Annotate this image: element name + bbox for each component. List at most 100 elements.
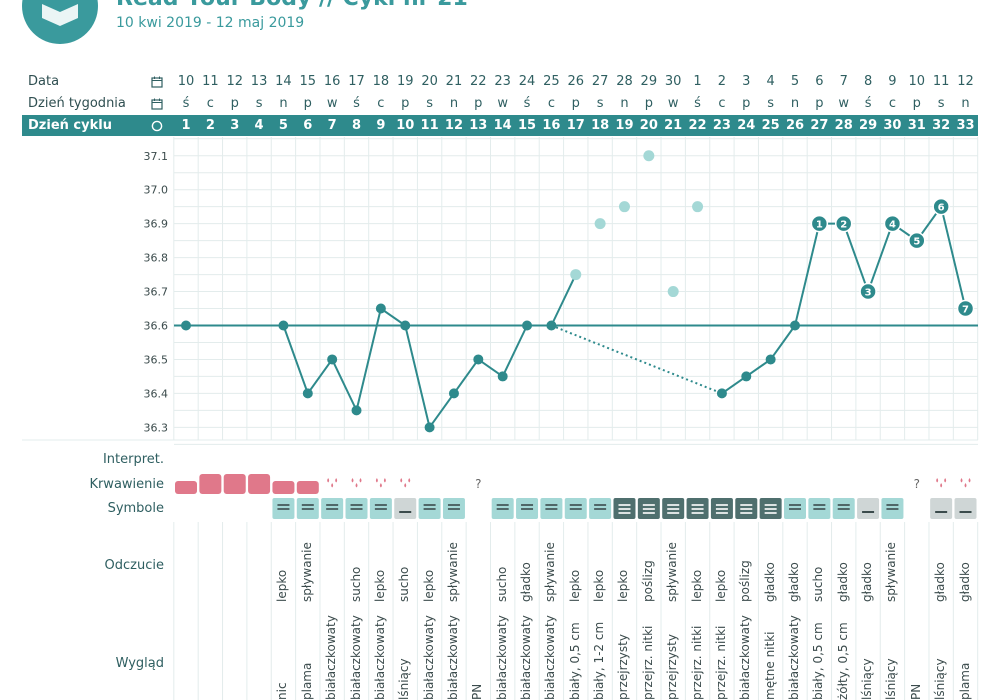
excluded-temperature-point bbox=[643, 150, 655, 162]
cycle-day-cell: 16 bbox=[542, 118, 561, 133]
cycle-day-cell: 9 bbox=[376, 118, 386, 133]
temperature-line bbox=[867, 223, 894, 292]
cycle-day-cell: 25 bbox=[761, 118, 780, 133]
unknown-bleeding-mark: ? bbox=[914, 477, 920, 491]
day-of-week-cell: n bbox=[279, 96, 288, 111]
cycle-day-cell: 12 bbox=[444, 118, 463, 133]
calendar-icon[interactable] bbox=[151, 98, 163, 110]
cycle-day-cell: 11 bbox=[420, 118, 439, 133]
cycle-day-cell: 8 bbox=[351, 118, 362, 133]
date-cell: 12 bbox=[226, 74, 243, 89]
postovulatory-label: 3 bbox=[865, 288, 872, 299]
mucus-symbol bbox=[394, 498, 417, 519]
unknown-bleeding-mark: ? bbox=[475, 477, 481, 491]
spotting-drop-icon bbox=[400, 478, 403, 483]
temperature-point bbox=[546, 320, 557, 331]
spotting-drop-icon bbox=[408, 478, 411, 483]
bleeding-small bbox=[175, 481, 197, 494]
date-cell: 13 bbox=[250, 74, 268, 89]
postovulatory-point bbox=[932, 197, 950, 216]
cycle-day-cell: 30 bbox=[883, 118, 902, 133]
cycle-day-cell: 15 bbox=[517, 118, 537, 133]
row-label-symbols: Symbole bbox=[107, 501, 164, 516]
circle-icon[interactable] bbox=[151, 120, 163, 132]
date-cell: 26 bbox=[567, 74, 585, 89]
temperature-point bbox=[424, 422, 435, 433]
date-cell: 22 bbox=[470, 74, 487, 89]
day-of-week-cell: p bbox=[303, 96, 312, 111]
cycle-day-cell: 1 bbox=[181, 118, 191, 133]
cycle-day-cell: 6 bbox=[303, 118, 313, 133]
day-of-week-cell: p bbox=[401, 96, 410, 111]
date-cell: 10 bbox=[177, 74, 195, 89]
cycle-day-cell: 18 bbox=[591, 118, 610, 133]
temperature-line bbox=[550, 274, 577, 326]
temperature-line bbox=[842, 223, 870, 292]
day-of-week-cell: s bbox=[255, 96, 263, 111]
postovulatory-label: 4 bbox=[889, 220, 896, 231]
spotting-drop-icon bbox=[335, 478, 338, 483]
spotting-drop-icon bbox=[355, 483, 358, 488]
temperature-point bbox=[716, 388, 727, 399]
temperature-point bbox=[741, 371, 752, 382]
bleeding-small bbox=[296, 481, 319, 494]
date-cell: 23 bbox=[494, 74, 511, 89]
temperature-point bbox=[181, 320, 191, 331]
spotting-drop-icon bbox=[379, 483, 382, 488]
cycle-day-cell: 24 bbox=[737, 118, 756, 133]
cycle-day-cell: 5 bbox=[278, 118, 288, 133]
calendar-icon[interactable] bbox=[151, 76, 163, 88]
spotting-drop-icon bbox=[375, 478, 378, 483]
date-cell: 24 bbox=[518, 74, 536, 89]
book-heart-icon bbox=[22, 0, 98, 44]
date-cell: 2 bbox=[717, 74, 727, 89]
date-cell: 7 bbox=[839, 74, 848, 89]
cycle-day-cell: 28 bbox=[834, 118, 853, 133]
date-cell: 12 bbox=[957, 74, 974, 89]
postovulatory-label: 7 bbox=[962, 305, 969, 316]
excluded-temperature-point bbox=[667, 286, 679, 298]
day-of-week-cell: w bbox=[838, 96, 850, 111]
temperature-line bbox=[551, 324, 723, 395]
spotting-drop-icon bbox=[331, 483, 334, 488]
y-tick-label: 36.5 bbox=[144, 353, 169, 366]
y-tick-label: 37.1 bbox=[144, 150, 169, 163]
day-of-week-cell: p bbox=[912, 96, 921, 111]
cycle-day-cell: 22 bbox=[688, 118, 707, 133]
y-tick-label: 36.9 bbox=[144, 218, 169, 231]
day-of-week-cell: p bbox=[644, 96, 653, 111]
y-tick-label: 36.6 bbox=[144, 320, 169, 333]
spotting-drop-icon bbox=[383, 478, 386, 483]
spotting-drop-icon bbox=[940, 483, 943, 488]
temperature-line bbox=[306, 358, 333, 394]
date-cell: 10 bbox=[908, 74, 926, 89]
y-tick-label: 36.4 bbox=[144, 387, 169, 400]
spotting-drop-icon bbox=[936, 478, 939, 483]
day-of-week-cell: s bbox=[937, 96, 945, 111]
temperature-line bbox=[428, 392, 455, 428]
cycle-day-cell: 32 bbox=[932, 118, 951, 133]
temperature-point bbox=[765, 354, 776, 365]
y-tick-label: 37.0 bbox=[144, 184, 169, 197]
date-cell: 18 bbox=[372, 74, 390, 89]
date-cell: 3 bbox=[742, 74, 751, 89]
day-of-week-cell: s bbox=[596, 96, 604, 111]
temperature-point bbox=[497, 371, 508, 382]
cycle-day-cell: 29 bbox=[859, 118, 878, 133]
temperature-line bbox=[282, 325, 309, 394]
day-of-week-cell: n bbox=[449, 96, 459, 111]
day-of-week-cell: ś bbox=[864, 96, 872, 111]
day-of-week-cell: p bbox=[474, 96, 483, 111]
row-label-data: Data bbox=[28, 74, 60, 89]
date-cell: 28 bbox=[616, 74, 633, 89]
mucus-symbol bbox=[954, 498, 977, 519]
y-tick-label: 36.8 bbox=[144, 252, 169, 265]
row-label-bleeding: Krwawienie bbox=[89, 477, 164, 492]
cycle-day-cell: 2 bbox=[205, 118, 215, 133]
spotting-drop-icon bbox=[359, 478, 362, 483]
postovulatory-label: 5 bbox=[913, 237, 920, 248]
postovulatory-label: 2 bbox=[840, 220, 847, 231]
cycle-day-cell: 21 bbox=[664, 118, 683, 133]
page-title: Read Your Body // Cykl nr 21 bbox=[116, 0, 468, 11]
temperature-point bbox=[375, 303, 386, 314]
